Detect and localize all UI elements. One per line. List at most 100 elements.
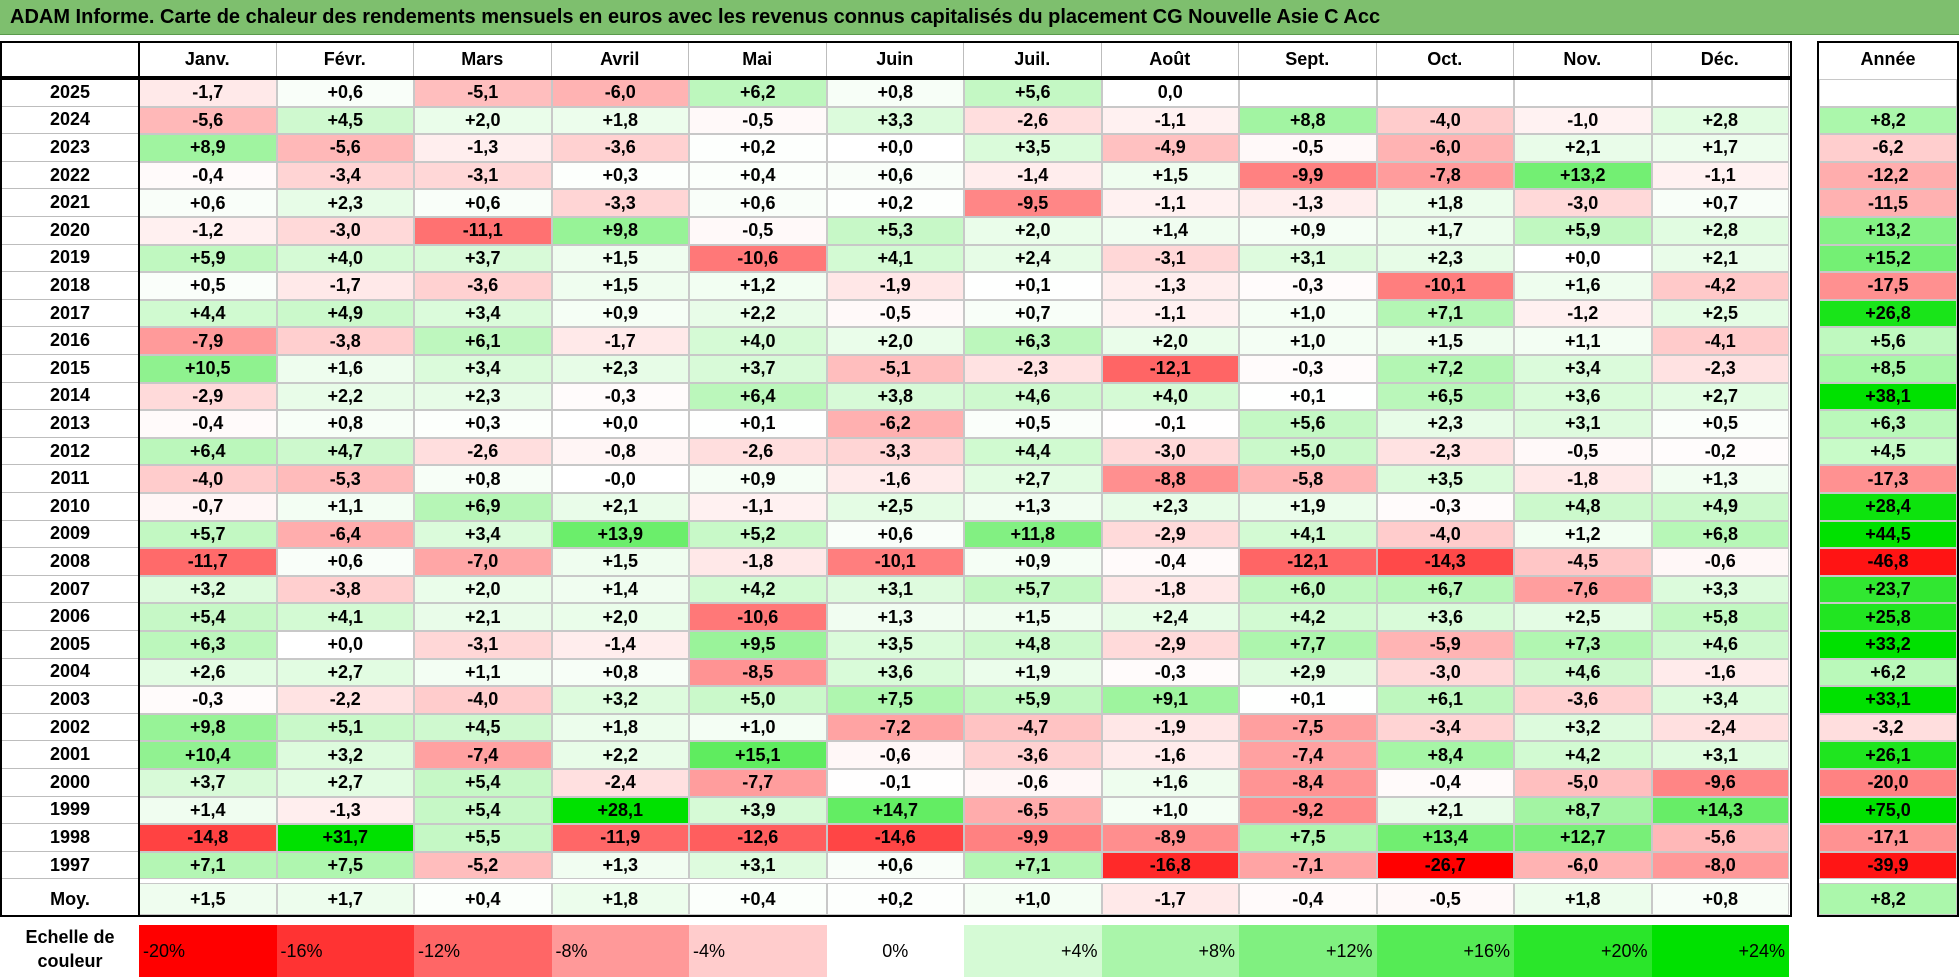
heatmap-cell: +10,5	[139, 355, 277, 383]
heatmap-cell: +1,1	[1514, 327, 1652, 355]
heatmap-cell: +1,2	[1514, 520, 1652, 549]
heatmap-cell: -3,8	[276, 327, 414, 355]
heatmap-cell: -0,3	[1376, 493, 1514, 521]
heatmap-cell: +7,5	[1239, 824, 1377, 852]
heatmap-cell: +2,1	[1514, 134, 1652, 162]
heatmap-cell: +2,3	[1376, 410, 1514, 438]
average-cell: +0,8	[1651, 883, 1789, 916]
heatmap-cell: +2,1	[1376, 796, 1514, 825]
heatmap-cell: +0,6	[276, 548, 414, 576]
heatmap-cell: +4,4	[139, 299, 277, 328]
month-header: Juil.	[964, 43, 1102, 76]
heatmap-cell: -0,5	[1514, 437, 1652, 466]
heatmap-cell: -7,0	[414, 548, 552, 576]
heatmap-cell: +4,5	[276, 106, 414, 135]
heatmap-cell: -4,1	[1651, 327, 1789, 355]
heatmap-cell: +31,7	[276, 824, 414, 852]
annual-cell: -46,8	[1819, 548, 1957, 576]
year-label: 2012	[2, 437, 138, 466]
heatmap-cell: +6,3	[964, 327, 1102, 355]
heatmap-cell: +1,6	[1514, 272, 1652, 300]
heatmap-cell: +1,6	[1101, 769, 1239, 797]
year-label: 2013	[2, 410, 138, 438]
heatmap-cell: +1,5	[964, 603, 1102, 631]
heatmap-cell: -9,2	[1239, 796, 1377, 825]
heatmap-cell: -3,6	[551, 134, 689, 162]
heatmap-cell: -2,9	[139, 382, 277, 411]
heatmap-cell: -0,4	[139, 161, 277, 190]
page-title: ADAM Informe. Carte de chaleur des rende…	[10, 6, 1381, 28]
heatmap-cell: +0,9	[689, 465, 827, 493]
scale-step: 0%	[826, 925, 964, 977]
heatmap-cell: -11,7	[139, 548, 277, 576]
heatmap-cell: +3,2	[139, 575, 277, 604]
heatmap-cell: +0,1	[689, 410, 827, 438]
heatmap-cell: +3,1	[1651, 741, 1789, 769]
heatmap-cell: +3,9	[689, 796, 827, 825]
scale-step: -12%	[414, 925, 552, 977]
heatmap-cell: -10,1	[1376, 272, 1514, 300]
heatmap-cell: -5,2	[414, 851, 552, 880]
heatmap-cell: +6,9	[414, 493, 552, 521]
heatmap-cell: +6,5	[1376, 382, 1514, 411]
heatmap-cell: +5,7	[964, 575, 1102, 604]
heatmap-cell: -26,7	[1376, 851, 1514, 880]
annual-cell: -39,9	[1819, 851, 1957, 880]
heatmap-cell: +5,4	[139, 603, 277, 631]
heatmap-cell: +1,3	[964, 493, 1102, 521]
heatmap-cell: +0,5	[1651, 410, 1789, 438]
heatmap-cell: -12,1	[1101, 355, 1239, 383]
year-column-header: Année	[1819, 43, 1957, 76]
heatmap-cell: +4,6	[1514, 658, 1652, 687]
annual-cell: -17,3	[1819, 465, 1957, 493]
annual-cell: +33,1	[1819, 686, 1957, 714]
heatmap-cell: -16,8	[1101, 851, 1239, 880]
heatmap-cell: -0,5	[689, 106, 827, 135]
heatmap-cell: +0,2	[826, 189, 964, 217]
heatmap-cell	[1376, 79, 1514, 107]
annual-cell: -17,5	[1819, 272, 1957, 300]
heatmap-cell: +6,8	[1651, 520, 1789, 549]
heatmap-cell: -1,3	[1239, 189, 1377, 217]
average-cell: +1,5	[139, 883, 277, 916]
heatmap-cell: +0,9	[964, 548, 1102, 576]
heatmap-cell: +7,5	[276, 851, 414, 880]
heatmap-cell: -1,1	[1101, 189, 1239, 217]
year-label: 2017	[2, 299, 138, 328]
month-header: Mai	[689, 43, 827, 76]
heatmap-cell: -11,9	[551, 824, 689, 852]
heatmap-cell: +4,8	[964, 631, 1102, 659]
heatmap-cell: +4,1	[1239, 520, 1377, 549]
heatmap-cell: +1,5	[1101, 161, 1239, 190]
heatmap-cell: -7,7	[689, 769, 827, 797]
heatmap-cell: +5,5	[414, 824, 552, 852]
heatmap-cell: -1,8	[689, 548, 827, 576]
heatmap-cell: -1,0	[1514, 106, 1652, 135]
heatmap-cell: -10,6	[689, 244, 827, 273]
heatmap-cell: +2,7	[276, 769, 414, 797]
average-cell: +0,4	[414, 883, 552, 916]
average-cell: +1,8	[551, 883, 689, 916]
heatmap-cell: +4,0	[276, 244, 414, 273]
month-header: Janv.	[139, 43, 277, 76]
heatmap-cell: +2,3	[276, 189, 414, 217]
heatmap-cell: -2,2	[276, 686, 414, 714]
heatmap-cell: -3,1	[414, 161, 552, 190]
heatmap-cell: -0,5	[689, 217, 827, 245]
heatmap-cell: +4,4	[964, 437, 1102, 466]
year-label: 2023	[2, 134, 138, 162]
heatmap-cell: +1,0	[1101, 796, 1239, 825]
heatmap-cell: -1,4	[551, 631, 689, 659]
heatmap-cell: +6,4	[139, 437, 277, 466]
title-bar: ADAM Informe. Carte de chaleur des rende…	[0, 0, 1959, 35]
heatmap-cell: -1,1	[1101, 106, 1239, 135]
heatmap-cell: +0,8	[551, 658, 689, 687]
heatmap-cell: +5,9	[139, 244, 277, 273]
heatmap-cell: -1,2	[1514, 299, 1652, 328]
heatmap-cell: +0,0	[1514, 244, 1652, 273]
heatmap-cell: +13,2	[1514, 161, 1652, 190]
heatmap-cell: -3,4	[1376, 713, 1514, 742]
heatmap-cell: +4,1	[276, 603, 414, 631]
month-header: Août	[1101, 43, 1239, 76]
heatmap-cell: +1,2	[689, 272, 827, 300]
